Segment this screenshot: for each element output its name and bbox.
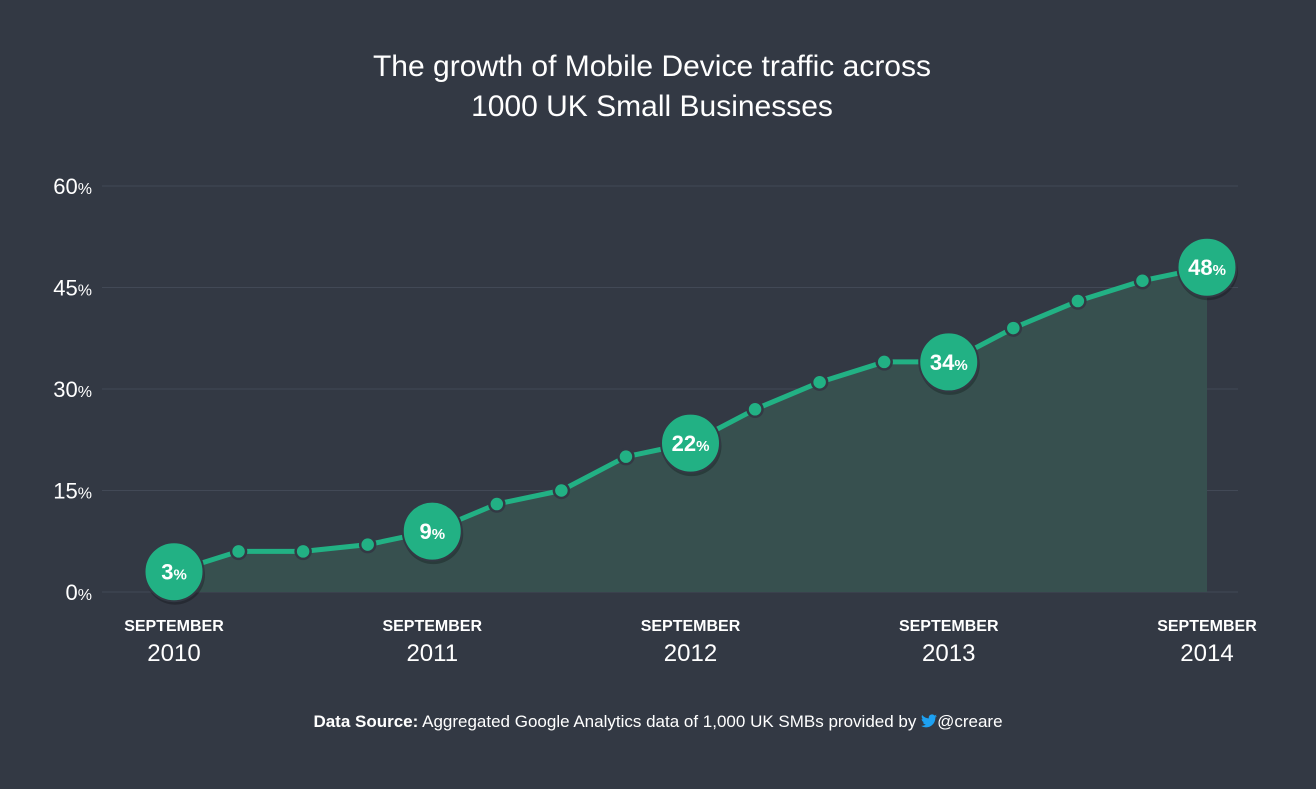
x-tick-month: SEPTEMBER	[641, 618, 741, 635]
data-point	[294, 542, 312, 561]
x-tick-month: SEPTEMBER	[382, 618, 482, 635]
x-tick-year: 2012	[664, 640, 717, 667]
x-tick-month: SEPTEMBER	[124, 618, 224, 635]
y-tick-label: 30%	[53, 377, 92, 402]
data-label: 22%	[672, 431, 710, 456]
data-point	[617, 447, 635, 466]
data-point	[1004, 319, 1023, 337]
data-point	[229, 542, 248, 561]
x-tick-month: SEPTEMBER	[1157, 618, 1257, 635]
data-source-note: Data Source: Aggregated Google Analytics…	[0, 712, 1316, 732]
area-fill	[174, 267, 1207, 592]
data-label-bubble: 3%	[143, 541, 205, 605]
area-fill-path	[174, 267, 1207, 592]
y-tick-label: 60%	[53, 174, 92, 199]
data-point	[810, 373, 829, 391]
data-point	[552, 481, 571, 500]
data-label-bubble: 48%	[1176, 236, 1238, 301]
y-axis-ticks: 60% 45% 30% 15% 0%	[53, 174, 92, 605]
chart-title-line-2: 1000 UK Small Businesses	[471, 90, 833, 123]
y-tick-label: 45%	[53, 276, 92, 301]
twitter-handle[interactable]: @creare	[937, 712, 1003, 731]
twitter-bird-icon	[921, 714, 938, 728]
data-label-bubble: 22%	[660, 412, 722, 477]
x-tick-month: SEPTEMBER	[899, 618, 999, 635]
data-label-bubble: 34%	[918, 331, 980, 395]
x-tick-year: 2010	[147, 640, 200, 667]
data-point	[358, 535, 377, 554]
data-label: 9%	[419, 519, 445, 544]
data-point	[488, 495, 506, 513]
x-tick-year: 2014	[1180, 640, 1233, 667]
data-source-text: Aggregated Google Analytics data of 1,00…	[422, 712, 917, 731]
data-label-bubble: 9%	[401, 500, 464, 565]
data-points: 3% 9% 22% 34% 48%	[143, 236, 1238, 605]
data-source-label: Data Source:	[313, 712, 419, 731]
data-point	[875, 353, 893, 371]
data-point	[1069, 292, 1087, 310]
y-tick-label: 15%	[53, 479, 92, 504]
chart-title-line-1: The growth of Mobile Device traffic acro…	[373, 50, 931, 83]
data-point	[1133, 271, 1152, 290]
x-axis-ticks: SEPTEMBER 2010 SEPTEMBER 2011 SEPTEMBER 2012 S…	[124, 618, 1257, 667]
data-point	[746, 400, 764, 419]
x-tick-year: 2011	[406, 640, 458, 667]
y-tick-label: 0%	[66, 580, 92, 605]
data-label: 48%	[1188, 255, 1226, 280]
data-label: 34%	[930, 350, 968, 375]
data-label: 3%	[161, 560, 187, 585]
x-tick-year: 2013	[922, 640, 975, 667]
